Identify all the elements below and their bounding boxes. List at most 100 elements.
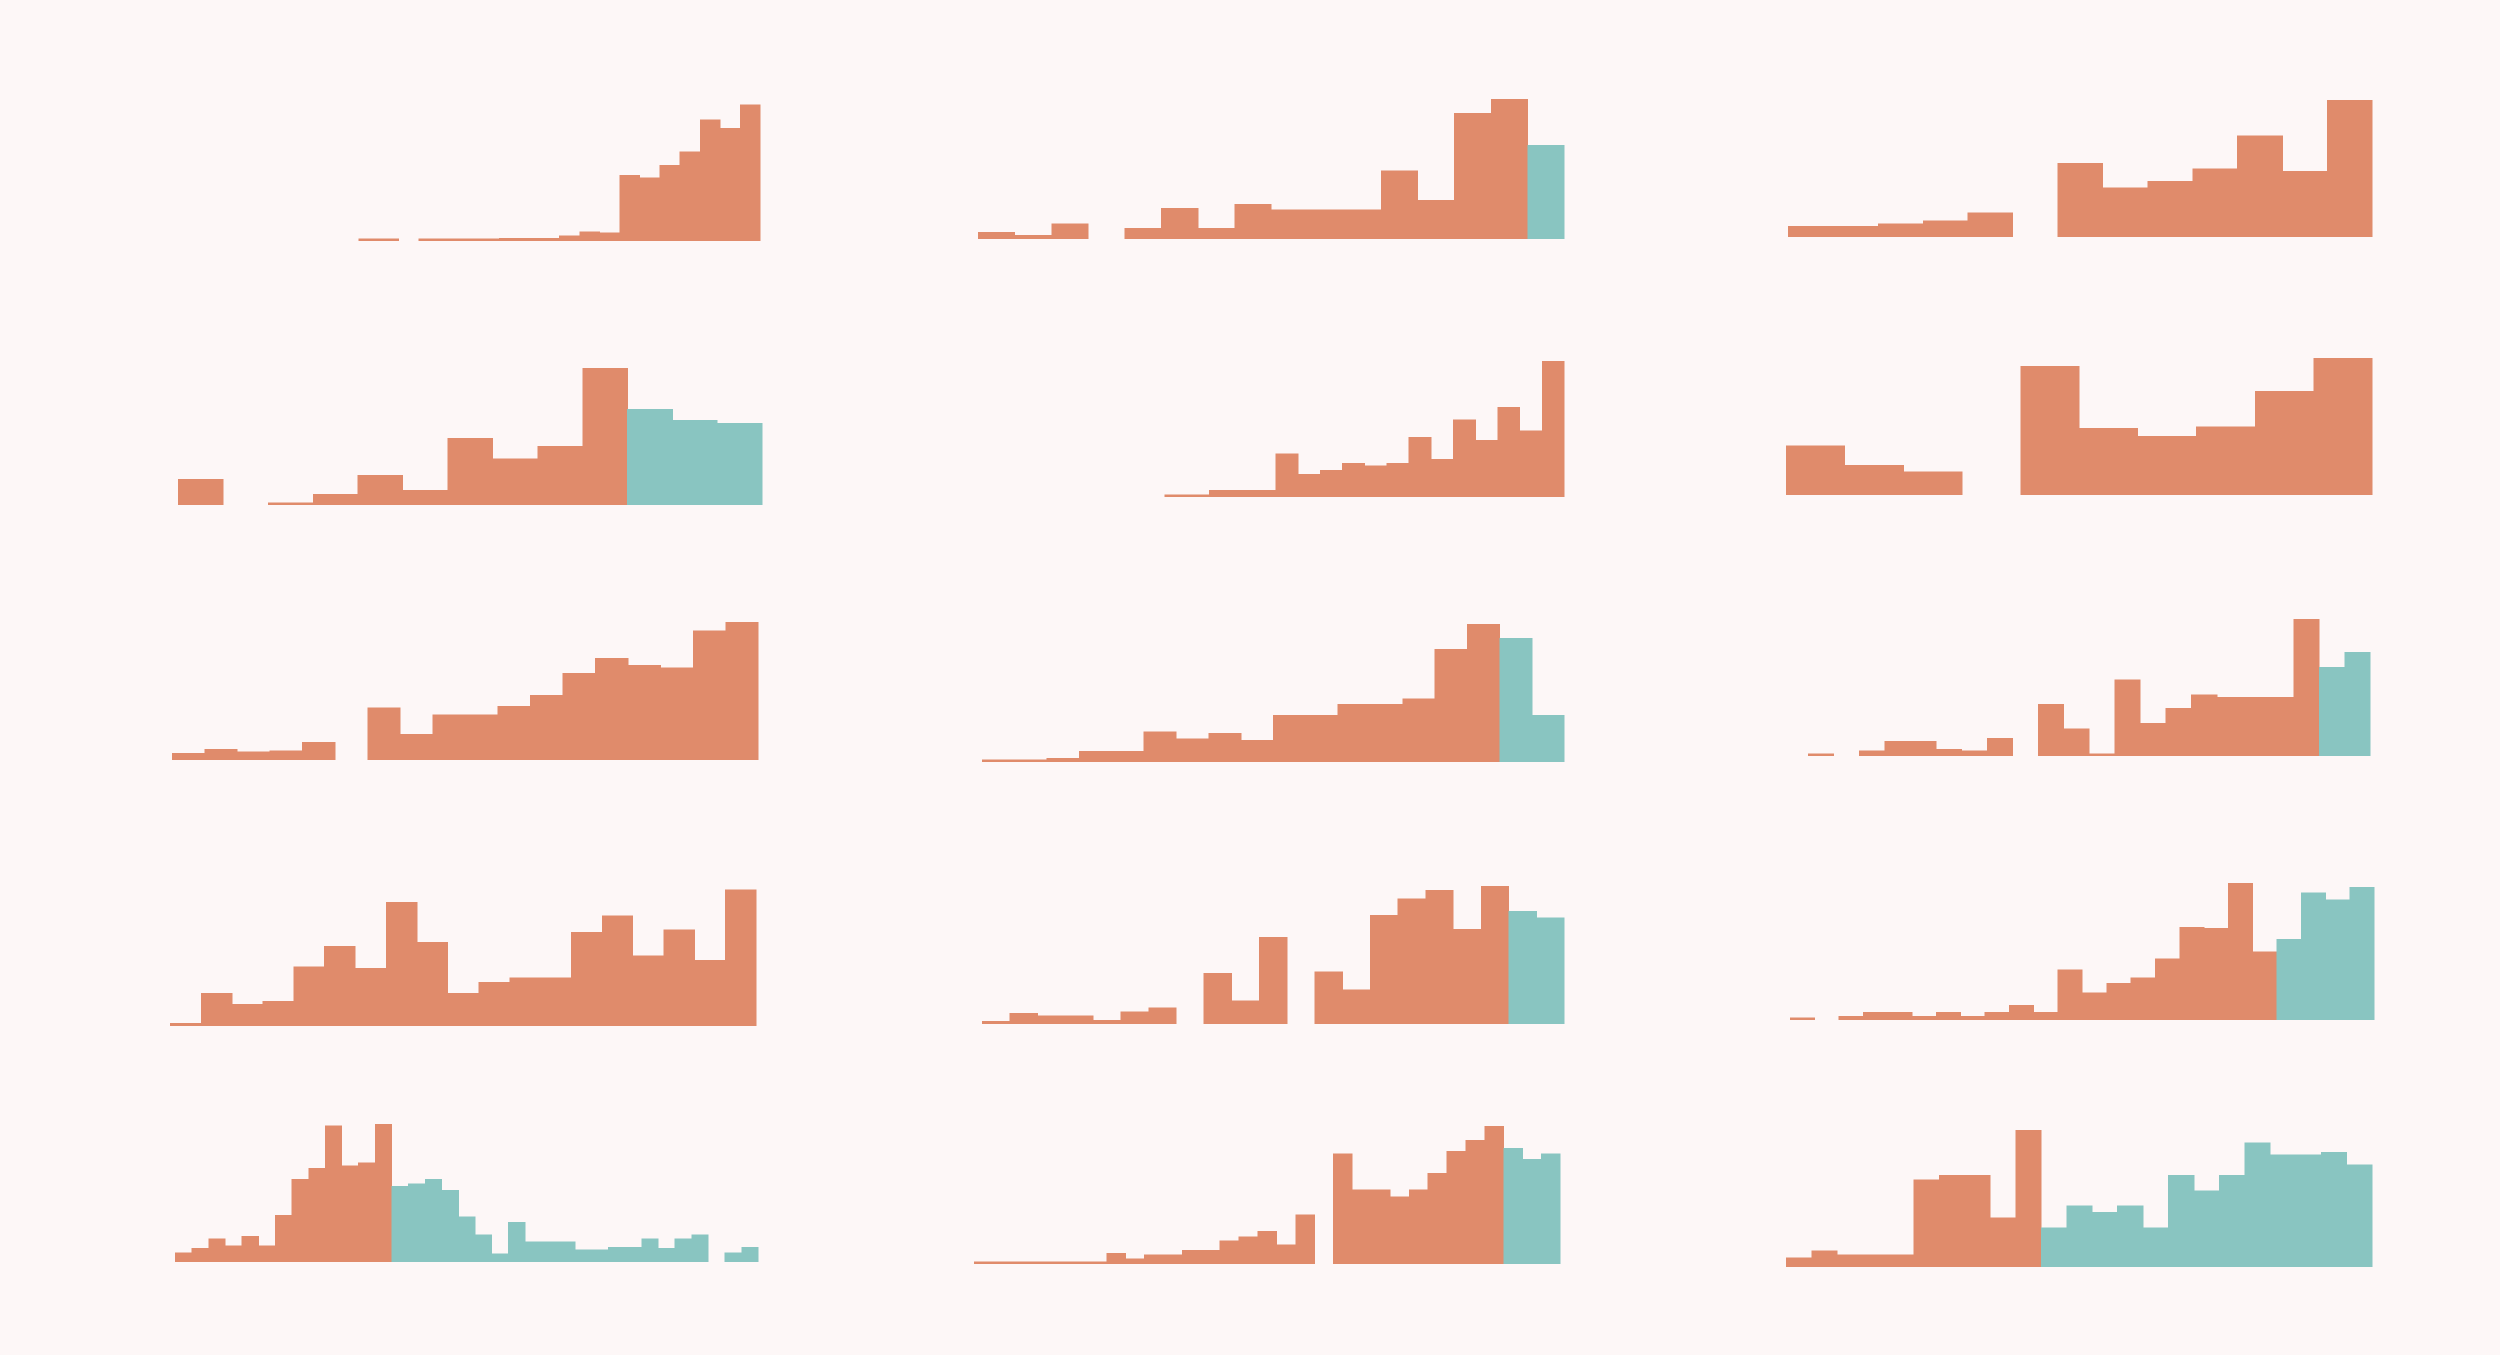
histogram-10-bar-19: [725, 889, 757, 1026]
histogram-6-bar-3: [1903, 471, 1963, 495]
histogram-11: [982, 886, 1565, 1024]
histogram-5-bar-6: [1186, 494, 1210, 497]
histogram-9-bar-1: [1808, 753, 1835, 756]
histogram-13-bar-27: [608, 1246, 626, 1262]
histogram-1-bar-21: [679, 151, 701, 241]
histogram-8-bar-1: [982, 759, 1015, 762]
histogram-15-bar-16: [2168, 1175, 2195, 1267]
histogram-8-bar-14: [1402, 698, 1436, 762]
histogram-9-bar-12: [2089, 753, 2116, 756]
histogram-13-bar-25: [574, 1249, 593, 1262]
histogram-9-bar-19: [2267, 697, 2294, 756]
histogram-13-bar-9: [308, 1168, 326, 1262]
histogram-14-bar-17: [1276, 1244, 1296, 1264]
histogram-4-bar-7: [447, 437, 494, 505]
histogram-4: [178, 368, 763, 505]
histogram-15-bar-6: [1913, 1179, 1940, 1267]
histogram-4-bar-6: [402, 489, 449, 505]
histogram-3-bar-3: [1877, 223, 1924, 237]
histogram-14-bar-15: [1238, 1236, 1259, 1264]
histogram-13-bar-3: [208, 1238, 226, 1262]
histogram-13-bar-20: [491, 1253, 509, 1262]
histogram-14: [974, 1126, 1561, 1264]
histogram-6-bar-5: [2020, 366, 2080, 495]
histogram-13-bar-23: [541, 1241, 559, 1262]
histogram-9-bar-10: [2037, 703, 2065, 756]
histogram-8-bar-15: [1434, 648, 1468, 762]
histogram-5-bar-5: [1164, 494, 1188, 497]
histogram-1: [358, 104, 761, 241]
histogram-11-bar-6: [1120, 1011, 1149, 1024]
histogram-9-bar-17: [2216, 697, 2243, 756]
histogram-4-bar-11: [627, 409, 673, 505]
histogram-12-bar-18: [2203, 928, 2229, 1020]
histogram-10-bar-4: [262, 1001, 294, 1026]
histogram-7-bar-13: [562, 673, 596, 760]
histogram-5-bar-22: [1541, 361, 1565, 497]
histogram-2: [978, 99, 1565, 239]
histogram-3-bar-1: [1788, 226, 1834, 237]
histogram-5-bar-8: [1231, 490, 1255, 497]
histogram-3-bar-10: [2192, 168, 2238, 237]
histogram-12-bar-9: [1984, 1011, 2010, 1020]
histogram-9-bar-18: [2242, 697, 2269, 756]
histogram-15-bar-5: [1887, 1254, 1914, 1267]
histogram-9-bar-15: [2165, 708, 2192, 756]
histogram-13-bar-18: [458, 1216, 476, 1262]
histogram-15-bar-11: [2040, 1227, 2067, 1267]
histogram-15-bar-7: [1938, 1175, 1965, 1267]
histogram-6-bar-2: [1844, 464, 1904, 495]
histogram-4-bar-8: [492, 458, 538, 505]
histogram-3-bar-11: [2237, 135, 2283, 237]
histogram-8-bar-9: [1240, 739, 1274, 762]
histogram-12-bar-6: [1911, 1015, 1937, 1020]
histogram-11-bar-21: [1536, 917, 1565, 1024]
histogram-15-bar-20: [2270, 1154, 2297, 1267]
histogram-9-bar-4: [1884, 740, 1911, 756]
histogram-8-bar-4: [1079, 750, 1112, 762]
histogram-7-bar-14: [595, 657, 629, 760]
histogram-9: [1808, 619, 2371, 756]
histogram-12-bar-15: [2130, 977, 2156, 1020]
histogram-1-bar-22: [699, 119, 721, 241]
histogram-4-bar-5: [357, 474, 404, 505]
histogram-2-bar-3: [1051, 223, 1089, 239]
histogram-14-bar-8: [1106, 1252, 1126, 1264]
histogram-14-bar-31: [1541, 1153, 1561, 1264]
histogram-15-bar-15: [2142, 1227, 2169, 1267]
histogram-10-bar-16: [632, 955, 665, 1026]
histogram-15-bar-1: [1786, 1257, 1813, 1267]
histogram-9-bar-11: [2063, 728, 2090, 756]
histogram-14-bar-23: [1389, 1196, 1410, 1264]
histogram-2-bar-15: [1490, 99, 1528, 239]
histogram-14-bar-6: [1068, 1261, 1089, 1264]
histogram-9-bar-6: [1935, 749, 1962, 756]
histogram-10-bar-9: [416, 941, 449, 1026]
histogram-14-bar-22: [1370, 1189, 1391, 1264]
histogram-8: [982, 624, 1565, 762]
histogram-13-bar-24: [558, 1241, 576, 1262]
histogram-12-bar-12: [2057, 969, 2083, 1020]
histogram-13-bar-21: [508, 1221, 526, 1262]
histogram-6-bar-10: [2313, 358, 2373, 495]
histogram-6-bar-7: [2137, 436, 2197, 495]
histogram-12-bar-4: [1863, 1011, 1888, 1020]
histogram-12-bar-10: [2009, 1004, 2034, 1020]
histogram-13-bar-28: [624, 1246, 642, 1262]
histogram-4-bar-10: [582, 368, 628, 505]
histogram-8-bar-7: [1176, 738, 1209, 762]
histogram-2-bar-6: [1161, 208, 1199, 239]
histogram-14-bar-30: [1522, 1159, 1542, 1264]
histogram-11-bar-11: [1259, 937, 1288, 1024]
histogram-9-bar-21: [2318, 666, 2346, 756]
histogram-7: [172, 622, 759, 760]
histogram-15-bar-13: [2091, 1212, 2118, 1267]
histogram-10-bar-13: [540, 977, 572, 1026]
histogram-9-bar-3: [1859, 750, 1886, 756]
histogram-14-bar-7: [1087, 1261, 1107, 1264]
histogram-8-bar-18: [1531, 715, 1565, 762]
histogram-4-bar-4: [312, 494, 359, 505]
histogram-8-bar-5: [1111, 750, 1145, 762]
histogram-14-bar-29: [1503, 1148, 1523, 1264]
histogram-1-bar-16: [579, 231, 600, 241]
